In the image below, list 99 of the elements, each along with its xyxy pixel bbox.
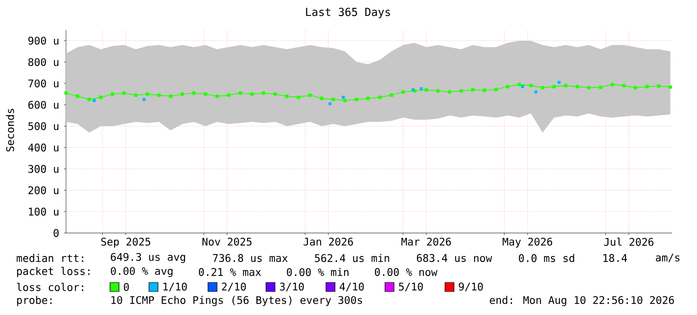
point <box>494 88 498 92</box>
point <box>192 91 196 95</box>
x-tick-label: Jul 2026 <box>604 238 654 246</box>
point <box>529 84 533 88</box>
legend-label: 2/10 <box>222 282 246 292</box>
point <box>622 84 626 88</box>
point <box>534 90 538 94</box>
point <box>521 85 524 88</box>
legend-label: 4/10 <box>340 282 364 292</box>
legend-label: 9/10 <box>458 282 483 292</box>
text: 562.4 us min <box>314 254 390 262</box>
point <box>250 92 254 96</box>
point <box>92 99 96 102</box>
point <box>610 82 614 86</box>
text: 0.00 % now <box>374 268 438 276</box>
point <box>354 98 358 102</box>
point <box>587 86 591 90</box>
point <box>320 96 324 100</box>
text: 18.4 <box>603 254 627 262</box>
x-tick-label: May 2026 <box>502 238 552 248</box>
x-tick-label: Mar 2026 <box>401 238 451 246</box>
point <box>471 88 474 92</box>
y-tick-label: 700 u <box>28 79 58 88</box>
legend-label: 3/10 <box>280 282 304 292</box>
point <box>420 87 423 90</box>
point <box>424 88 428 92</box>
text: packet loss: <box>17 266 90 278</box>
point <box>558 80 561 84</box>
point <box>390 93 394 97</box>
point <box>657 84 660 88</box>
text: 683.4 us now <box>416 254 492 262</box>
point <box>518 82 521 86</box>
point <box>134 93 138 97</box>
point <box>285 94 289 98</box>
text: end: Mon Aug 10 22:56:10 2026 <box>490 296 674 306</box>
text: 10 ICMP Echo Pings (56 Bytes) every 300s <box>111 296 362 306</box>
point <box>366 96 370 100</box>
point <box>459 89 463 93</box>
point <box>668 85 672 89</box>
y-axis-title: Seconds <box>6 108 14 152</box>
chart-title: Last 365 Days <box>306 8 390 18</box>
point <box>180 92 184 96</box>
x-tick-label: Jan 2026 <box>304 238 353 246</box>
point <box>482 88 486 92</box>
point <box>552 84 556 88</box>
legend-label: 0 <box>124 283 129 291</box>
point <box>238 91 242 95</box>
text: 736.8 us max <box>212 254 288 262</box>
point <box>598 86 602 89</box>
text: 0.21 % max <box>198 268 262 276</box>
point <box>296 96 300 100</box>
point <box>204 92 208 96</box>
point <box>168 94 172 98</box>
y-tick-label: 800 u <box>28 58 58 66</box>
y-tick-label: 400 u <box>28 144 58 152</box>
point <box>146 92 150 96</box>
point <box>215 94 219 98</box>
legend-label: 5/10 <box>398 282 423 292</box>
y-tick-label: 900 u <box>28 36 58 45</box>
y-tick-label: 300 u <box>28 164 58 173</box>
point <box>342 96 345 99</box>
point <box>157 93 161 97</box>
point <box>564 84 568 88</box>
point <box>378 96 382 100</box>
y-tick-label: 500 u <box>28 122 58 130</box>
point <box>76 94 80 98</box>
legend-title: loss color: <box>17 282 84 292</box>
point <box>142 98 146 101</box>
x-tick-label: Sep 2025 <box>101 238 150 248</box>
text: am/s <box>656 254 680 262</box>
point <box>99 96 103 100</box>
point <box>576 84 580 88</box>
y-tick-label: 100 u <box>28 208 58 216</box>
text: median rtt: <box>16 254 84 262</box>
x-tick-label: Nov 2025 <box>202 238 252 246</box>
point <box>122 91 126 95</box>
point <box>332 98 336 102</box>
y-tick-label: 0 <box>54 229 59 237</box>
point <box>540 86 544 90</box>
point <box>88 98 91 102</box>
text: 0.0 ms sd <box>518 254 574 262</box>
point <box>645 84 649 88</box>
text: 0.00 % avg <box>110 266 172 278</box>
y-tick-label: 600 u <box>28 100 58 109</box>
text: 649.3 us avg <box>110 252 186 264</box>
point <box>343 98 347 102</box>
point <box>274 92 277 96</box>
point <box>328 102 332 106</box>
y-tick-label: 200 u <box>28 186 58 194</box>
text: 0.00 % min <box>286 268 348 276</box>
point <box>308 93 312 97</box>
point <box>436 89 440 93</box>
legend-label: 1/10 <box>163 282 187 292</box>
point <box>634 86 638 90</box>
point <box>506 84 510 88</box>
point <box>110 92 114 96</box>
text: probe: <box>17 296 52 306</box>
point <box>262 91 266 95</box>
point <box>227 93 230 97</box>
